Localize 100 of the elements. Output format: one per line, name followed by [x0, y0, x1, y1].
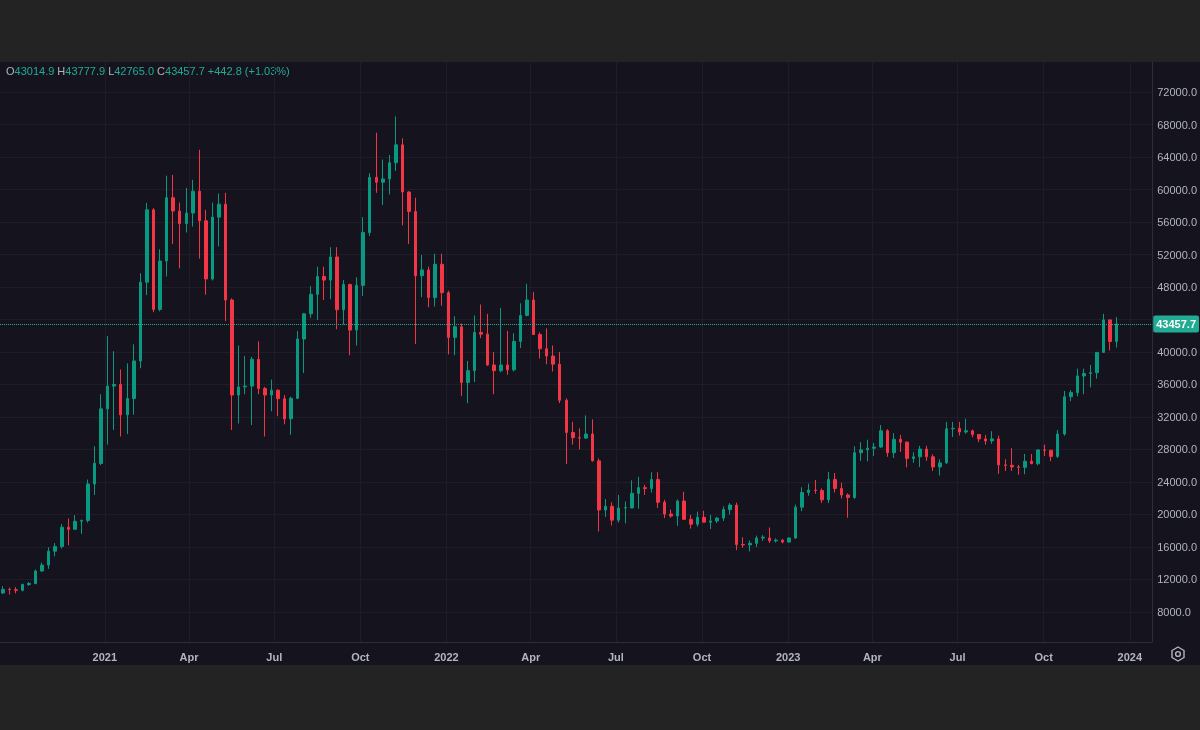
- y-tick-label: 12000.0: [1157, 573, 1197, 586]
- candlestick: [139, 272, 142, 369]
- candlestick: [715, 516, 719, 524]
- candlestick: [361, 216, 365, 297]
- candlestick: [289, 396, 293, 436]
- y-tick-label: 48000.0: [1157, 281, 1197, 294]
- candlestick: [1036, 448, 1040, 466]
- x-tick-label: 2022: [434, 650, 459, 663]
- candlestick: [1089, 364, 1092, 388]
- candlestick: [859, 441, 863, 462]
- candlestick: [945, 421, 948, 465]
- candlestick: [80, 518, 83, 535]
- candlestick: [355, 276, 358, 346]
- candlestick: [1063, 390, 1066, 437]
- y-tick-label: 72000.0: [1157, 86, 1197, 99]
- y-tick-label: 20000.0: [1157, 508, 1197, 521]
- candlestick: [309, 285, 313, 319]
- candlestick: [447, 290, 450, 355]
- candlestick: [204, 209, 208, 296]
- candlestick: [296, 330, 299, 400]
- candlestick: [663, 499, 666, 519]
- x-tick-label: Oct: [351, 650, 370, 663]
- candlestick: [198, 149, 201, 260]
- candlestick: [152, 207, 155, 313]
- candlestick: [800, 486, 804, 512]
- candlestick: [342, 279, 345, 325]
- candlestick: [1004, 458, 1007, 472]
- candlestick: [565, 397, 568, 465]
- candlestick: [990, 430, 994, 445]
- candlestick: [525, 283, 529, 317]
- candlestick: [610, 501, 614, 526]
- candlestick: [637, 476, 640, 510]
- candlestick: [178, 202, 181, 269]
- candlestick: [322, 266, 326, 301]
- x-tick-label: Jul: [266, 650, 283, 663]
- candlestick: [807, 483, 810, 497]
- candlestick: [1043, 444, 1046, 457]
- candlestick: [316, 266, 319, 321]
- y-tick-label: 32000.0: [1157, 410, 1197, 423]
- candlestick: [584, 414, 588, 440]
- candlestick: [931, 453, 935, 472]
- candlestick: [185, 187, 188, 234]
- candlestick: [735, 502, 738, 551]
- candlestick: [794, 504, 797, 540]
- y-tick-label: 56000.0: [1157, 216, 1197, 229]
- candlestick: [8, 587, 11, 596]
- candlestick: [1056, 429, 1059, 459]
- x-tick-label: Apr: [521, 650, 541, 663]
- candlestick: [1049, 449, 1053, 462]
- candlestick: [578, 427, 581, 450]
- candlestick: [21, 583, 24, 592]
- candlestick: [263, 386, 267, 437]
- candlestick: [250, 356, 254, 426]
- candlestick: [853, 445, 856, 500]
- candlestick: [230, 297, 234, 431]
- candlestick: [106, 335, 109, 446]
- candlestick: [211, 202, 214, 282]
- candlestick: [899, 434, 902, 453]
- candlestick: [905, 440, 909, 468]
- x-tick-label: 2023: [775, 650, 801, 663]
- x-tick-label: Oct: [692, 650, 712, 663]
- candlestick: [709, 514, 712, 530]
- candlestick: [768, 526, 771, 544]
- candlestick: [696, 511, 699, 528]
- candlestick: [1076, 368, 1079, 397]
- candlestick: [302, 312, 306, 374]
- candlestick: [872, 442, 876, 457]
- y-tick-label: 68000.0: [1157, 118, 1197, 131]
- candlestick: [47, 546, 50, 570]
- candlestick: [335, 246, 339, 330]
- candlestick: [840, 482, 843, 500]
- candlestick: [1010, 447, 1014, 472]
- candlestick: [604, 498, 607, 518]
- candlestick: [486, 313, 489, 367]
- candlestick: [551, 345, 555, 372]
- y-tick-label: 64000.0: [1157, 151, 1197, 164]
- candlestick: [1017, 464, 1020, 476]
- candlestick: [833, 472, 837, 494]
- candlestick: [538, 332, 542, 359]
- candlestick: [741, 536, 745, 549]
- candlestick: [466, 360, 470, 404]
- candlestick: [276, 388, 280, 417]
- candlestick: [656, 471, 660, 509]
- candlestick: [433, 253, 437, 308]
- candlestick: [1108, 319, 1112, 351]
- candlestick: [329, 246, 332, 300]
- ref-line-label: 43457.7: [1156, 317, 1196, 330]
- candlestick: [755, 535, 758, 548]
- candlestick: [86, 479, 90, 524]
- candlestick: [997, 435, 1000, 475]
- x-tick-label: Jul: [949, 650, 966, 663]
- candlestick: [414, 197, 417, 345]
- candlestick: [761, 534, 765, 542]
- candlestick: [67, 518, 70, 546]
- candlestick: [158, 248, 162, 312]
- candlestick: [60, 523, 64, 550]
- candlestick: [643, 484, 647, 496]
- candlestick: [40, 561, 44, 572]
- candlestick: [748, 539, 752, 552]
- candlestick: [892, 432, 896, 459]
